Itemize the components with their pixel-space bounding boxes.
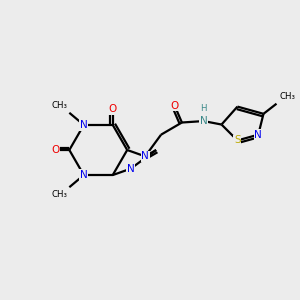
Text: CH₃: CH₃: [279, 92, 296, 101]
Text: CH₃: CH₃: [51, 101, 67, 110]
Text: CH₃: CH₃: [51, 190, 67, 199]
Text: N: N: [254, 130, 262, 140]
Text: H: H: [200, 104, 207, 113]
Text: N: N: [80, 170, 88, 180]
Text: O: O: [109, 104, 117, 114]
Text: N: N: [80, 120, 88, 130]
Text: S: S: [234, 136, 241, 146]
Text: N: N: [200, 116, 208, 126]
Text: O: O: [170, 101, 179, 111]
Text: N: N: [141, 152, 149, 161]
Text: N: N: [127, 164, 134, 174]
Text: O: O: [51, 145, 60, 155]
